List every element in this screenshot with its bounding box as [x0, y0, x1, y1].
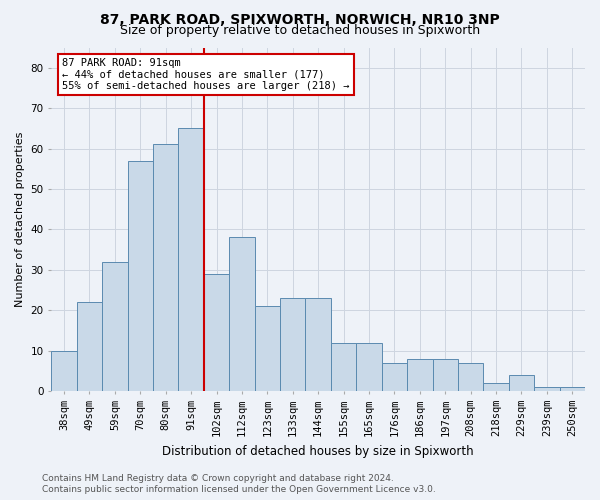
Bar	[560, 387, 585, 391]
Bar	[102, 262, 128, 391]
Bar	[305, 298, 331, 391]
Text: 87, PARK ROAD, SPIXWORTH, NORWICH, NR10 3NP: 87, PARK ROAD, SPIXWORTH, NORWICH, NR10 …	[100, 12, 500, 26]
Bar	[458, 362, 484, 391]
Bar	[204, 274, 229, 391]
Text: Size of property relative to detached houses in Spixworth: Size of property relative to detached ho…	[120, 24, 480, 37]
Bar	[356, 342, 382, 391]
Bar	[229, 238, 254, 391]
Text: 87 PARK ROAD: 91sqm
← 44% of detached houses are smaller (177)
55% of semi-detac: 87 PARK ROAD: 91sqm ← 44% of detached ho…	[62, 58, 349, 91]
Bar	[433, 358, 458, 391]
Bar	[484, 383, 509, 391]
Bar	[77, 302, 102, 391]
Bar	[509, 375, 534, 391]
Bar	[382, 362, 407, 391]
Text: Contains HM Land Registry data © Crown copyright and database right 2024.
Contai: Contains HM Land Registry data © Crown c…	[42, 474, 436, 494]
Bar	[407, 358, 433, 391]
Bar	[178, 128, 204, 391]
Y-axis label: Number of detached properties: Number of detached properties	[15, 132, 25, 307]
Bar	[128, 160, 153, 391]
Bar	[280, 298, 305, 391]
X-axis label: Distribution of detached houses by size in Spixworth: Distribution of detached houses by size …	[163, 444, 474, 458]
Bar	[331, 342, 356, 391]
Bar	[534, 387, 560, 391]
Bar	[254, 306, 280, 391]
Bar	[153, 144, 178, 391]
Bar	[52, 350, 77, 391]
